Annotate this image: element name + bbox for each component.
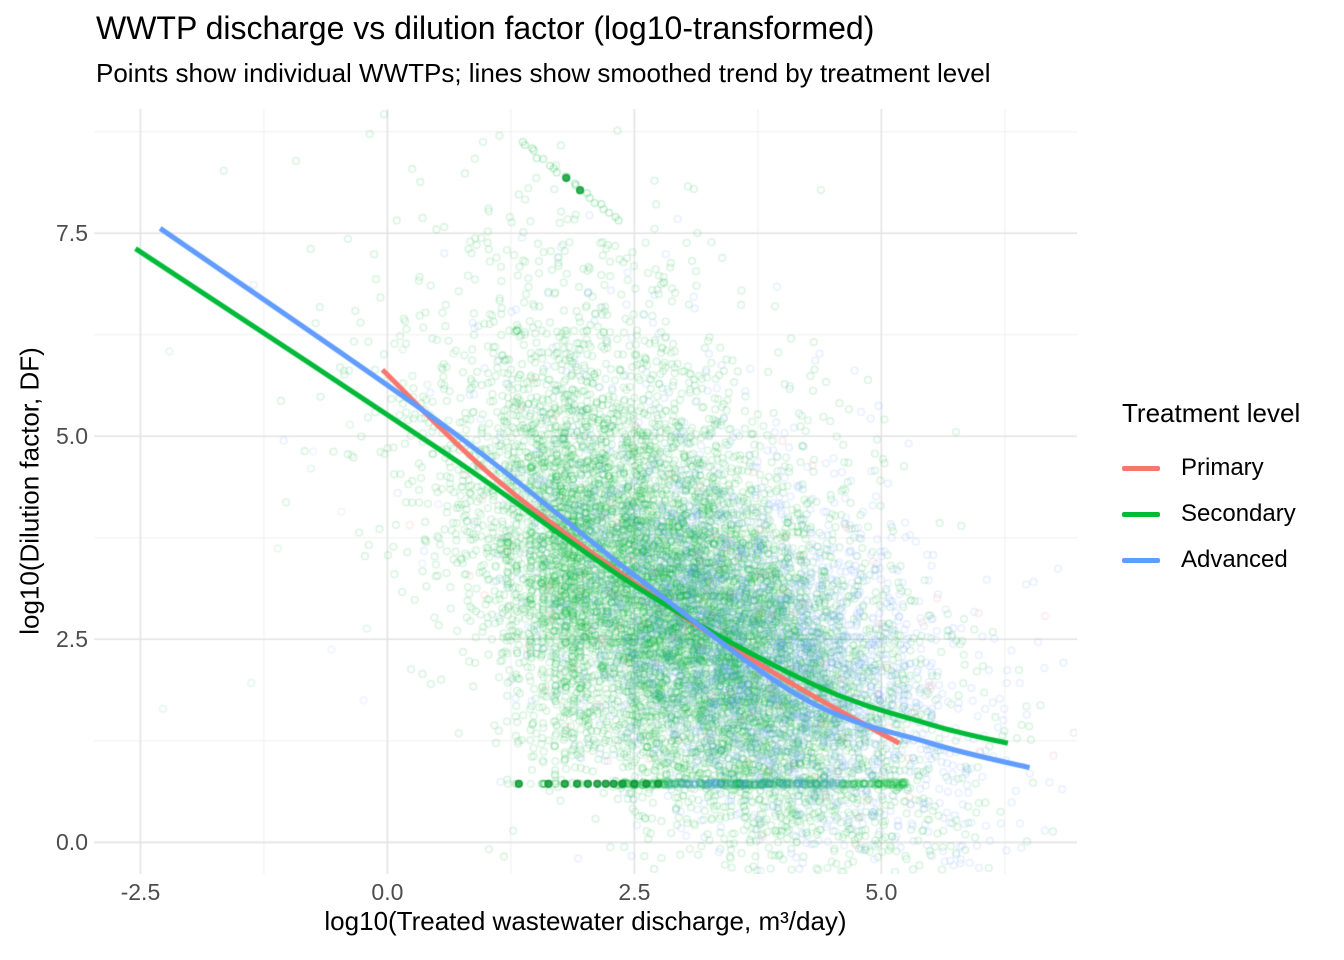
- legend-item-advanced: Advanced: [1122, 537, 1332, 583]
- y-tick-label: 5.0: [56, 423, 88, 450]
- legend-key-line-icon: [1122, 511, 1160, 517]
- x-axis-title: log10(Treated wastewater discharge, m³/d…: [324, 906, 847, 936]
- y-axis-title: log10(Dilution factor, DF): [14, 347, 45, 635]
- legend-items: Primary Secondary Advanced: [1122, 445, 1332, 583]
- x-tick-label: 5.0: [865, 879, 898, 905]
- legend-key-line-icon: [1122, 557, 1160, 563]
- y-tick-label: 7.5: [56, 220, 88, 247]
- y-tick-label: 0.0: [56, 829, 88, 856]
- chart-title: WWTP discharge vs dilution factor (log10…: [96, 10, 875, 46]
- legend: Treatment level Primary Secondary Advanced: [1122, 398, 1332, 583]
- legend-item-secondary: Secondary: [1122, 491, 1332, 537]
- legend-item-label: Primary: [1181, 454, 1264, 481]
- plot-panel: [94, 109, 1077, 874]
- x-tick-label: 0.0: [371, 879, 404, 905]
- chart-subtitle: Points show individual WWTPs; lines show…: [96, 58, 991, 88]
- legend-title: Treatment level: [1122, 398, 1301, 428]
- y-tick-label: 2.5: [56, 626, 88, 653]
- legend-key-line-icon: [1122, 465, 1160, 471]
- x-tick-label: -2.5: [120, 879, 161, 905]
- legend-item-label: Advanced: [1181, 546, 1288, 573]
- legend-item-primary: Primary: [1122, 445, 1332, 491]
- x-tick-label: 2.5: [618, 879, 651, 905]
- legend-item-label: Secondary: [1181, 500, 1296, 527]
